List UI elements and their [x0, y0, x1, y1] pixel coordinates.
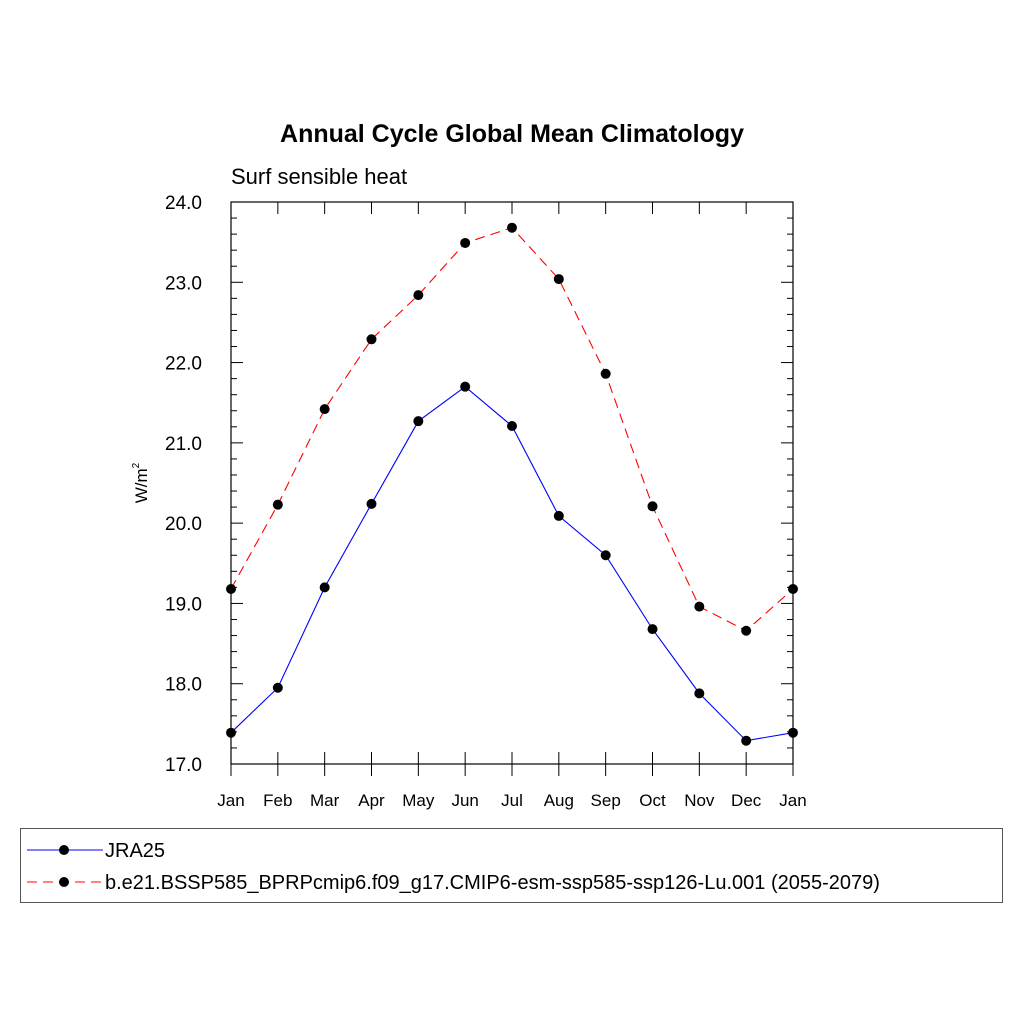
data-point: [413, 416, 424, 427]
legend-box: [20, 828, 1003, 903]
x-tick-label: Feb: [263, 791, 292, 810]
data-point: [741, 735, 752, 746]
y-tick-labels: 17.0 18.0 19.0 20.0 21.0 22.0 23.0 24.0: [165, 193, 202, 776]
chart-subtitle: Surf sensible heat: [231, 164, 407, 189]
data-point: [553, 274, 564, 285]
y-axis-label-text: W/m: [132, 468, 151, 503]
series-line-1: [230, 385, 794, 742]
x-tick-label: Jan: [779, 791, 806, 810]
x-tick-label: Aug: [544, 791, 574, 810]
data-point: [272, 499, 283, 510]
y-axis-label: W/m2: [131, 462, 151, 503]
data-point: [226, 727, 236, 738]
y-tick-label: 21.0: [165, 434, 202, 455]
series-layer: [226, 222, 798, 746]
x-tick-label: Apr: [358, 791, 385, 810]
legend-label-2: b.e21.BSSP585_BPRPcmip6.f09_g17.CMIP6-es…: [105, 872, 880, 894]
data-point: [272, 682, 283, 693]
data-point: [788, 583, 798, 594]
data-point: [507, 222, 517, 233]
x-tick-labels: Jan Feb Mar Apr May Jun Jul Aug Sep Oct Nov Dec Jan: [217, 791, 806, 810]
data-point: [366, 334, 377, 345]
y-axis-label-superscript: 2: [131, 462, 142, 468]
data-point: [319, 582, 330, 593]
y-tick-label: 20.0: [165, 514, 202, 535]
legend-label-1: JRA25: [105, 840, 165, 862]
data-point: [694, 601, 705, 612]
legend-marker-2: [59, 877, 69, 887]
y-tick-label: 19.0: [165, 594, 202, 615]
data-point: [507, 420, 517, 431]
data-point: [413, 290, 424, 301]
data-point: [460, 237, 471, 248]
x-tick-label: Sep: [591, 791, 621, 810]
y-tick-label: 22.0: [165, 354, 202, 375]
x-tick-label: Jan: [217, 791, 244, 810]
y-tick-label: 17.0: [165, 755, 202, 776]
plot-frame: [230, 201, 794, 765]
data-point: [600, 368, 611, 379]
data-point: [694, 688, 705, 699]
x-tick-label: Jul: [501, 791, 523, 810]
x-tick-label: May: [402, 791, 435, 810]
data-point: [600, 550, 611, 561]
data-point: [460, 381, 471, 392]
x-tick-label: Jun: [451, 791, 478, 810]
data-point: [226, 583, 236, 594]
y-tick-label: 18.0: [165, 675, 202, 696]
legend-marker-1: [59, 845, 69, 855]
chart-title: Annual Cycle Global Mean Climatology: [280, 120, 744, 148]
x-tick-label: Oct: [639, 791, 666, 810]
data-point: [741, 625, 752, 636]
x-tick-label: Dec: [731, 791, 762, 810]
data-point: [553, 510, 564, 521]
data-point: [647, 624, 658, 635]
axis-ticks: [230, 201, 794, 776]
x-tick-label: Nov: [684, 791, 715, 810]
data-point: [366, 498, 377, 509]
data-point: [647, 501, 658, 512]
x-tick-label: Mar: [310, 791, 340, 810]
y-tick-label: 23.0: [165, 273, 202, 294]
data-point: [319, 404, 330, 415]
legend: JRA25 b.e21.BSSP585_BPRPcmip6.f09_g17.CMI…: [27, 840, 880, 894]
y-tick-label: 24.0: [165, 193, 202, 214]
data-point: [788, 727, 798, 738]
